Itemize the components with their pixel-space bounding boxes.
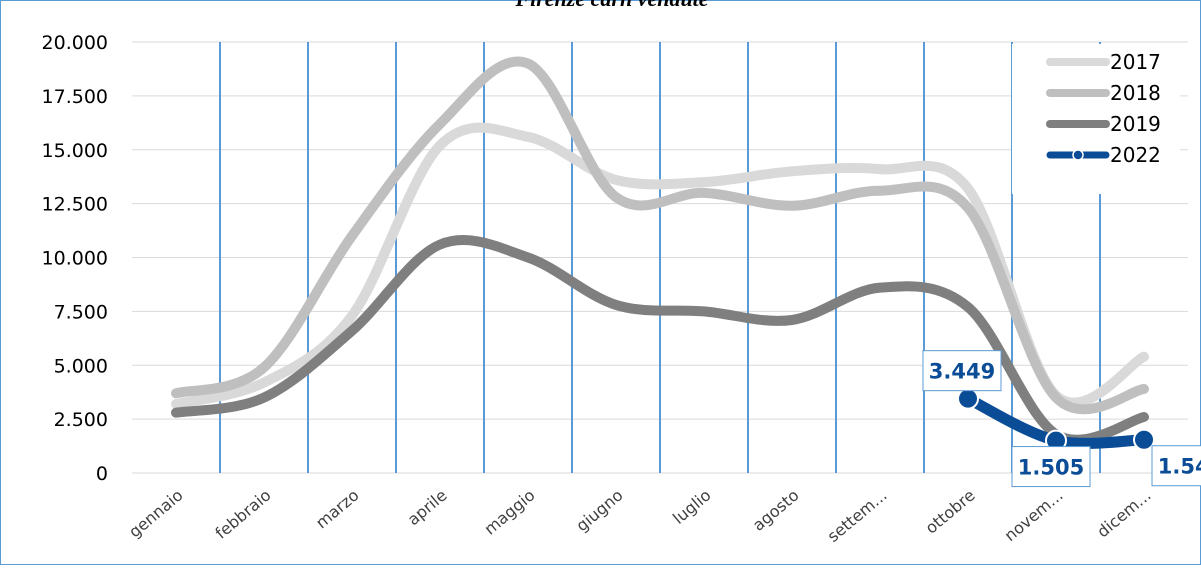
legend-label: 2019 [1110,112,1161,136]
legend-background [1012,44,1180,194]
data-label-box [922,350,1002,392]
y-tick-label: 0 [96,463,108,485]
legend-item-2022: 2022 [1046,143,1161,167]
data-label-2022: 1.505 [1011,446,1091,488]
legend-item-2019: 2019 [1046,112,1161,136]
legend-item-2018: 2018 [1046,81,1161,105]
data-label-text: 1.544 [1158,455,1201,479]
legend: 2017 2018 2019 2022 [1012,44,1180,194]
y-tick-label: 17.500 [42,86,108,108]
data-label-2022: 1.544 [1151,445,1201,487]
legend-label: 2022 [1110,143,1161,167]
legend-marker [1072,149,1084,161]
y-tick-label: 7.500 [54,301,108,323]
data-label-text: 3.449 [929,360,995,384]
data-point-2022 [957,387,979,410]
series-lines [171,56,1155,452]
data-label-box [1011,446,1091,488]
y-tick-label: 2.500 [54,409,108,431]
chart-title: Firenze carn vendute [514,0,708,11]
series-line-2018 [171,56,1149,415]
y-axis-ticks: 0 2.500 5.000 7.500 10.000 12.500 15.000 17.500… [42,32,108,485]
data-point-2022 [1133,428,1155,451]
data-labels: 3.449 1.505 1.544 [922,350,1201,488]
y-tick-label: 12.500 [42,194,108,216]
y-tick-label: 5.000 [54,355,108,377]
y-tick-label: 20.000 [42,32,108,54]
data-label-box [1151,445,1201,487]
legend-label: 2017 [1110,50,1161,74]
series-line-2019 [171,235,1149,445]
legend-label: 2018 [1110,81,1161,105]
y-tick-label: 10.000 [42,248,108,270]
y-tick-label: 15.000 [42,140,108,162]
legend-item-2017: 2017 [1046,50,1161,74]
data-label-text: 1.505 [1018,456,1084,480]
data-label-2022: 3.449 [922,350,1002,392]
